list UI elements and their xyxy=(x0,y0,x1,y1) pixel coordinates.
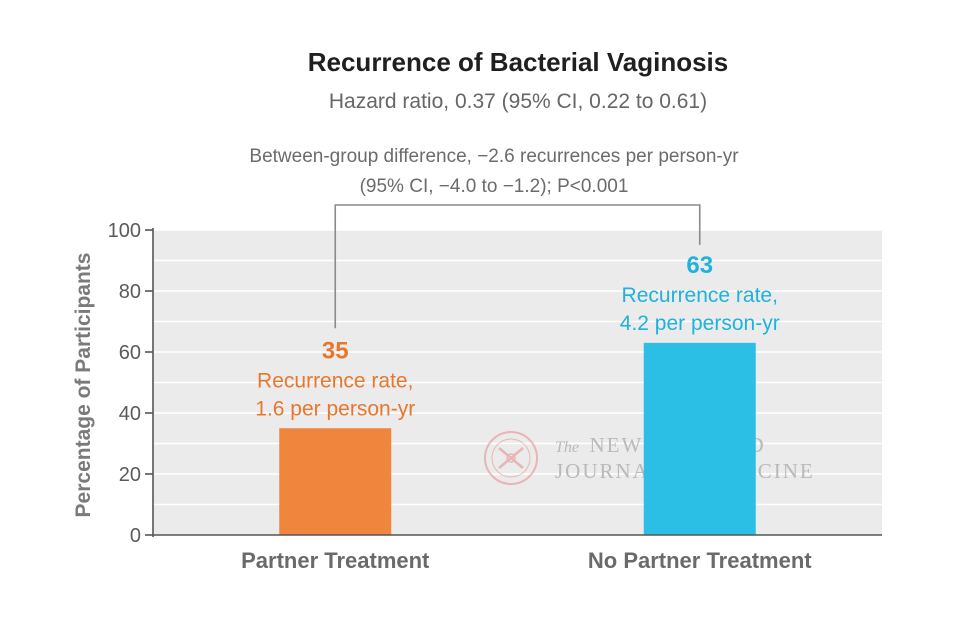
y-tick-label: 40 xyxy=(119,403,141,425)
bar-rate-label: Recurrence rate, xyxy=(622,284,778,307)
y-tick-label: 100 xyxy=(108,220,141,242)
y-tick-label: 60 xyxy=(119,342,141,364)
x-category-label: No Partner Treatment xyxy=(588,548,812,573)
x-category-label: Partner Treatment xyxy=(241,548,430,573)
bars xyxy=(279,342,756,535)
bar xyxy=(643,342,756,535)
y-tick-label: 20 xyxy=(119,464,141,486)
bar xyxy=(279,428,392,535)
comparison-line-2: (95% CI, −4.0 to −1.2); P<0.001 xyxy=(360,176,629,197)
bar-value-label: 63 xyxy=(686,252,713,279)
watermark-the: The xyxy=(555,439,579,456)
chart-title: Recurrence of Bacterial Vaginosis xyxy=(308,47,729,77)
comparison-line-1: Between-group difference, −2.6 recurrenc… xyxy=(249,146,739,167)
y-tick-label: 0 xyxy=(130,525,141,547)
bar-rate-label: Recurrence rate, xyxy=(257,369,413,392)
y-axis-label: Percentage of Participants xyxy=(72,253,95,518)
nejm-seal-icon xyxy=(484,431,538,485)
chart-subtitle: Hazard ratio, 0.37 (95% CI, 0.22 to 0.61… xyxy=(329,90,707,113)
bar-rate-label: 1.6 per person-yr xyxy=(255,397,415,420)
comparison-bracket xyxy=(334,204,701,329)
y-tick-label: 80 xyxy=(119,281,141,303)
gridlines xyxy=(153,229,882,506)
y-axis-ticks: 0 20 40 60 80 100 xyxy=(108,220,153,547)
bar-rate-label: 4.2 per person-yr xyxy=(620,312,780,335)
bar-labels: 35 Recurrence rate, 1.6 per person-yr Partn… xyxy=(241,252,812,573)
bar-value-label: 35 xyxy=(322,337,349,364)
